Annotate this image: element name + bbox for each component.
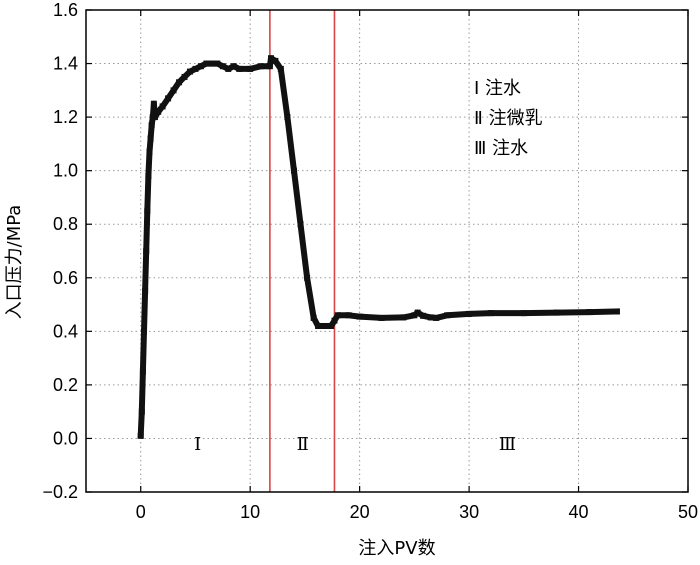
y-tick-label: 0.0 xyxy=(53,428,78,448)
data-point xyxy=(176,79,183,86)
data-point xyxy=(420,312,427,319)
data-point xyxy=(144,207,151,214)
data-point xyxy=(170,87,177,94)
y-tick-label: 0.8 xyxy=(53,214,78,234)
data-point xyxy=(297,221,304,228)
legend-entry: Ⅱ 注微乳 xyxy=(474,108,543,129)
data-point xyxy=(247,65,254,72)
data-point xyxy=(331,317,338,324)
data-point xyxy=(143,248,150,254)
x-tick-label: 20 xyxy=(350,502,370,522)
data-point xyxy=(444,312,451,319)
data-point xyxy=(586,309,593,316)
data-point xyxy=(315,322,322,329)
data-point xyxy=(139,368,146,375)
data-point xyxy=(378,314,385,321)
x-axis-title: 注入PV数 xyxy=(358,538,435,559)
phase-boundary-lines xyxy=(269,10,336,492)
data-point xyxy=(277,65,284,72)
data-point xyxy=(310,314,317,321)
data-point xyxy=(208,60,215,67)
data-point xyxy=(186,68,193,75)
x-tick-label: 10 xyxy=(240,502,260,522)
data-point xyxy=(165,95,172,102)
data-point xyxy=(328,322,335,329)
y-axis-title: 入口压力/MPa xyxy=(4,205,25,320)
region-labels: Ⅰ Ⅱ Ⅲ xyxy=(194,434,516,455)
data-point xyxy=(400,314,407,321)
data-point xyxy=(137,432,144,439)
y-tick-label: −0.2 xyxy=(42,482,78,502)
data-point xyxy=(334,312,341,319)
grid-lines xyxy=(86,10,688,492)
data-point xyxy=(345,312,352,319)
data-point xyxy=(159,103,166,110)
data-point xyxy=(155,108,162,115)
y-tick-label: 1.4 xyxy=(53,54,78,74)
data-point xyxy=(214,60,221,67)
data-point xyxy=(323,322,330,329)
data-point xyxy=(192,65,199,72)
data-point xyxy=(145,173,152,180)
region-label: Ⅰ xyxy=(194,434,201,455)
data-point xyxy=(466,310,473,317)
x-tick-labels: 0 10 20 30 40 50 xyxy=(136,502,698,522)
data-point xyxy=(487,310,494,317)
series-line xyxy=(137,55,620,439)
data-point xyxy=(553,309,560,316)
y-tick-label: 0.6 xyxy=(53,268,78,288)
data-point xyxy=(148,122,155,129)
y-tick-label: 1.6 xyxy=(53,0,78,20)
data-point xyxy=(181,73,188,80)
data-point xyxy=(203,60,210,67)
data-point xyxy=(427,314,434,321)
data-point xyxy=(258,63,265,70)
data-point xyxy=(225,65,232,72)
y-tick-labels: −0.2 0.0 0.2 0.4 0.6 0.8 1.0 1.2 1.4 1.6 xyxy=(42,0,78,502)
data-point xyxy=(147,135,154,142)
data-point xyxy=(272,57,279,64)
x-tick-label: 40 xyxy=(569,502,589,522)
y-tick-label: 0.2 xyxy=(53,375,78,395)
data-point xyxy=(142,288,149,295)
data-point xyxy=(411,312,418,319)
data-point xyxy=(267,55,274,62)
region-label: Ⅱ xyxy=(297,434,309,455)
axis-ticks xyxy=(86,9,689,493)
legend-entry: Ⅰ 注水 xyxy=(474,78,521,99)
data-point xyxy=(290,167,297,174)
data-point xyxy=(138,408,145,415)
data-point xyxy=(414,309,421,316)
data-point xyxy=(356,313,363,320)
data-point xyxy=(146,148,153,155)
data-point xyxy=(141,328,148,335)
legend-entry: Ⅲ 注水 xyxy=(474,138,528,159)
plot-frame xyxy=(85,9,689,493)
data-point xyxy=(266,63,273,70)
x-tick-label: 50 xyxy=(678,502,698,522)
data-point xyxy=(433,314,440,321)
y-tick-label: 1.0 xyxy=(53,161,78,181)
series-pressure xyxy=(137,55,620,439)
x-tick-label: 0 xyxy=(136,502,146,522)
legend: Ⅰ 注水 Ⅱ 注微乳 Ⅲ 注水 xyxy=(474,78,543,159)
region-label: Ⅲ xyxy=(499,434,516,455)
data-point xyxy=(219,63,226,70)
x-tick-label: 30 xyxy=(459,502,479,522)
data-point xyxy=(230,63,237,70)
data-point xyxy=(613,308,620,315)
data-point xyxy=(150,100,157,107)
data-point xyxy=(236,65,243,72)
data-point xyxy=(151,114,158,121)
y-tick-label: 0.4 xyxy=(53,321,78,341)
y-tick-label: 1.2 xyxy=(53,107,78,127)
data-point xyxy=(197,63,204,70)
data-point xyxy=(284,114,291,121)
data-point xyxy=(520,310,527,317)
data-point xyxy=(304,274,311,281)
